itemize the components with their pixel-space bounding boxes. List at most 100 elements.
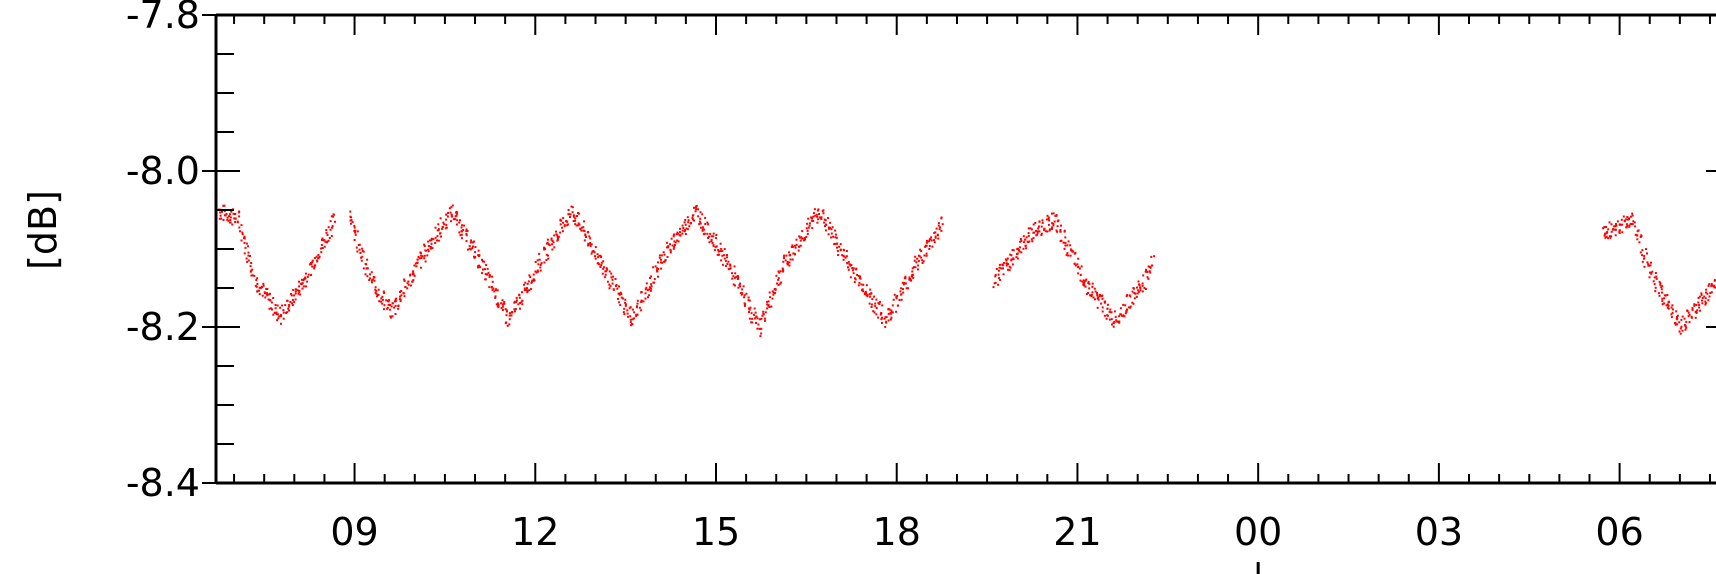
data-point bbox=[416, 258, 419, 261]
data-point bbox=[663, 260, 666, 263]
data-point bbox=[1603, 226, 1606, 229]
data-point bbox=[1009, 266, 1012, 269]
data-point bbox=[389, 308, 392, 311]
data-point bbox=[618, 301, 621, 304]
data-point bbox=[1639, 251, 1642, 254]
data-point bbox=[1020, 240, 1023, 242]
data-point bbox=[733, 276, 736, 279]
data-point bbox=[917, 268, 919, 271]
data-point bbox=[937, 234, 939, 237]
data-point bbox=[837, 254, 840, 256]
data-point bbox=[577, 222, 580, 225]
data-point bbox=[1040, 232, 1043, 235]
data-point bbox=[734, 272, 737, 275]
data-point bbox=[314, 264, 317, 267]
data-point bbox=[506, 310, 508, 313]
data-point bbox=[491, 275, 494, 278]
data-point bbox=[911, 270, 914, 273]
data-point bbox=[497, 306, 500, 309]
data-point bbox=[833, 243, 836, 246]
data-point bbox=[1146, 276, 1149, 279]
data-point bbox=[812, 215, 815, 218]
data-point bbox=[729, 263, 732, 266]
data-point bbox=[629, 306, 632, 309]
data-point bbox=[510, 314, 513, 317]
data-point bbox=[508, 323, 511, 326]
data-point bbox=[565, 220, 568, 223]
data-point bbox=[557, 235, 560, 238]
data-point bbox=[834, 229, 837, 232]
data-point bbox=[892, 298, 895, 301]
data-point bbox=[635, 306, 638, 309]
data-point bbox=[1658, 294, 1661, 297]
data-point bbox=[870, 292, 873, 295]
data-point bbox=[465, 240, 468, 243]
data-point bbox=[852, 272, 855, 275]
data-point bbox=[997, 269, 1000, 272]
data-point bbox=[590, 252, 593, 255]
data-point bbox=[1659, 283, 1662, 286]
data-point bbox=[430, 239, 433, 242]
data-point bbox=[1115, 319, 1118, 322]
data-point bbox=[1096, 291, 1098, 294]
data-point bbox=[588, 235, 591, 238]
data-point bbox=[934, 235, 937, 238]
data-point bbox=[313, 257, 316, 259]
data-point bbox=[1699, 309, 1701, 312]
data-point bbox=[707, 223, 710, 226]
data-point bbox=[474, 256, 477, 259]
data-point bbox=[562, 217, 565, 220]
data-point bbox=[1083, 281, 1086, 284]
data-point bbox=[1634, 233, 1637, 236]
data-point bbox=[313, 265, 316, 268]
data-point bbox=[304, 276, 307, 279]
data-point bbox=[376, 293, 379, 296]
data-point bbox=[366, 267, 369, 270]
data-point bbox=[436, 235, 439, 238]
data-point bbox=[695, 204, 698, 207]
data-point bbox=[806, 229, 809, 232]
data-point bbox=[805, 235, 808, 238]
data-point bbox=[769, 296, 771, 299]
data-point bbox=[572, 220, 575, 223]
data-point bbox=[719, 242, 722, 245]
data-point bbox=[1685, 320, 1688, 323]
data-point bbox=[887, 312, 890, 315]
x-tick-label: 09 bbox=[330, 510, 378, 554]
data-point bbox=[219, 211, 222, 214]
data-point bbox=[794, 244, 796, 247]
data-point bbox=[1683, 317, 1686, 320]
data-point bbox=[666, 256, 669, 258]
data-point bbox=[723, 254, 726, 257]
data-point bbox=[679, 227, 681, 230]
data-point bbox=[415, 265, 418, 268]
data-point bbox=[1016, 252, 1019, 255]
data-point bbox=[676, 232, 679, 235]
data-point bbox=[465, 230, 468, 232]
data-point bbox=[370, 279, 373, 282]
data-point bbox=[1032, 237, 1035, 240]
data-point bbox=[547, 257, 550, 260]
data-point bbox=[524, 281, 527, 284]
data-point bbox=[870, 303, 873, 306]
data-point bbox=[229, 221, 232, 224]
data-point bbox=[572, 215, 575, 218]
data-point bbox=[1654, 286, 1657, 289]
data-point bbox=[1091, 282, 1094, 285]
data-point bbox=[1080, 265, 1083, 268]
data-point bbox=[1710, 284, 1713, 287]
data-point bbox=[739, 282, 741, 285]
data-point bbox=[835, 233, 837, 236]
data-point bbox=[288, 305, 291, 308]
data-point bbox=[258, 293, 261, 296]
data-point bbox=[1633, 221, 1636, 224]
data-point bbox=[583, 230, 586, 233]
data-point bbox=[583, 220, 586, 223]
data-point bbox=[1687, 315, 1690, 318]
data-point bbox=[782, 270, 785, 273]
data-point bbox=[1136, 286, 1138, 289]
data-point bbox=[228, 215, 230, 218]
data-point bbox=[874, 302, 877, 305]
data-point bbox=[1034, 222, 1037, 224]
